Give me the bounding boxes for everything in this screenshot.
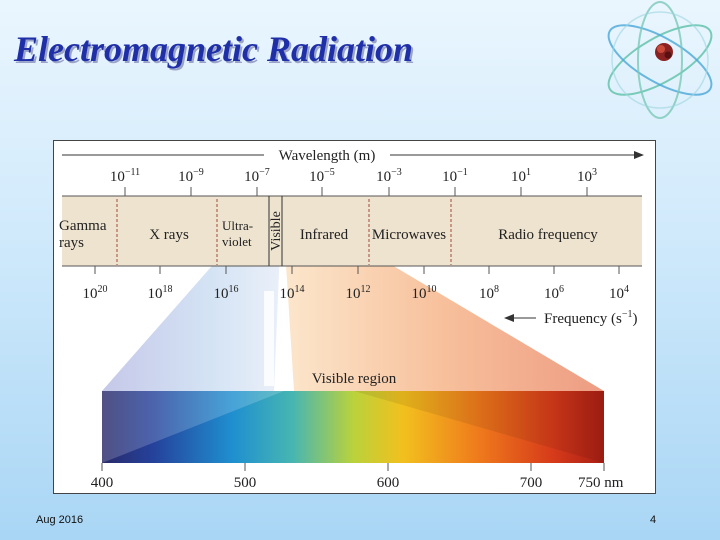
spectrum-band (62, 196, 642, 266)
freq-tick-label: 106 (544, 284, 564, 302)
wavelength-axis-label: Wavelength (m) (279, 148, 376, 164)
frequency-ticks: 1020 1018 1016 1014 1012 1010 108 106 10… (83, 284, 630, 302)
freq-tick-label: 1016 (214, 284, 239, 302)
region-infrared: Infrared (300, 227, 349, 243)
region-ultraviolet: violet (222, 234, 252, 249)
nm-tick-label: 750 nm (578, 475, 624, 491)
footer-date: Aug 2016 (36, 514, 84, 526)
nm-tick-label: 500 (234, 475, 257, 491)
freq-tick-label: 104 (609, 284, 629, 302)
region-x-rays: X rays (149, 227, 189, 243)
visible-spectrum-strip (102, 391, 604, 463)
freq-tick-label: 1018 (148, 284, 173, 302)
nm-tick-label: 600 (377, 475, 400, 491)
wl-tick-label: 10−7 (244, 167, 270, 185)
region-ultraviolet: Ultra- (222, 218, 253, 233)
page-number: 4 (650, 514, 657, 526)
freq-tick-label: 1010 (412, 284, 437, 302)
wl-tick-label: 10−5 (309, 167, 335, 185)
slide-title: Electromagnetic Radiation (14, 29, 414, 69)
frequency-axis-label: Frequency (s−1) (544, 309, 638, 327)
region-gamma-rays: rays (59, 235, 84, 251)
region-gamma-rays: Gamma (59, 218, 107, 234)
em-spectrum-figure: Wavelength (m) 10−11 10−9 10−7 10−5 10−3… (53, 140, 656, 494)
freq-tick-label: 1012 (346, 284, 371, 302)
nm-tick-label: 400 (91, 475, 114, 491)
region-microwaves: Microwaves (372, 227, 446, 243)
wl-tick-label: 101 (511, 167, 531, 185)
wavelength-ticks: 10−11 10−9 10−7 10−5 10−3 10−1 101 103 (110, 167, 597, 185)
wl-tick-label: 103 (577, 167, 597, 185)
wl-tick-label: 10−1 (442, 167, 468, 185)
region-radio-frequency: Radio frequency (498, 227, 598, 243)
region-visible: Visible (269, 211, 284, 251)
nm-tick-label: 700 (520, 475, 543, 491)
freq-tick-label: 108 (479, 284, 499, 302)
visible-region-label: Visible region (312, 371, 397, 387)
wl-tick-label: 10−3 (376, 167, 402, 185)
wl-tick-label: 10−9 (178, 167, 204, 185)
wl-tick-label: 10−11 (110, 167, 140, 185)
em-spectrum-diagram: Wavelength (m) 10−11 10−9 10−7 10−5 10−3… (59, 148, 644, 491)
atom-logo-icon (607, 1, 713, 119)
freq-tick-label: 1020 (83, 284, 108, 302)
freq-tick-label: 1014 (280, 284, 305, 302)
